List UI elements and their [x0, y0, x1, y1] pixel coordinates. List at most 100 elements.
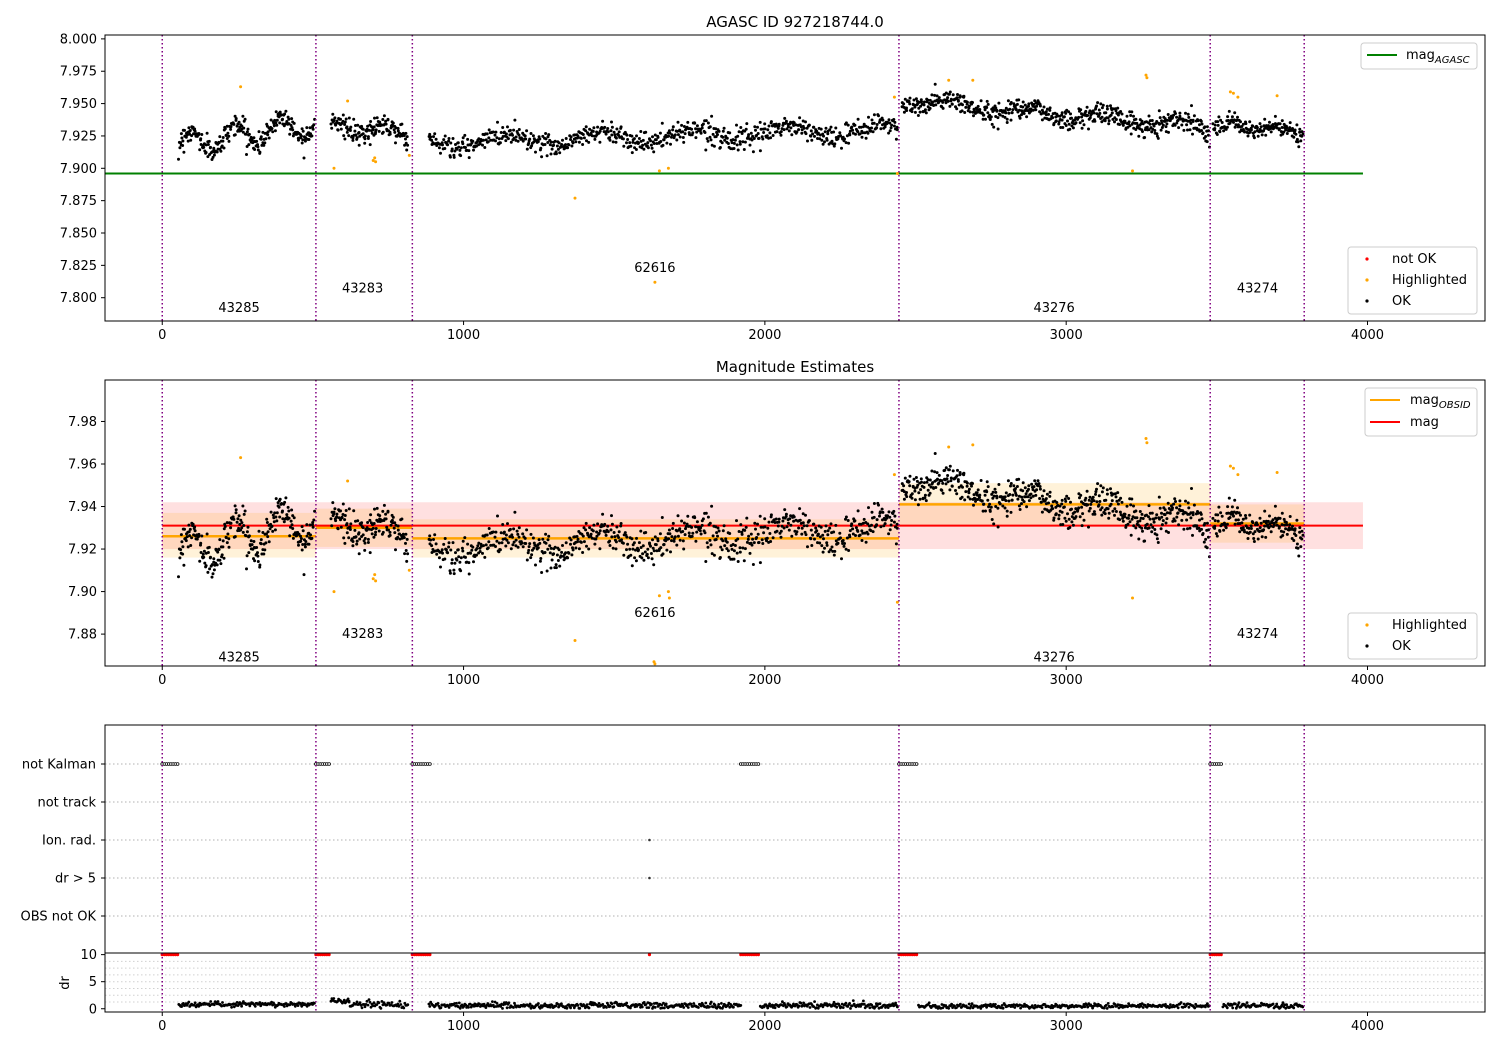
p2-xtick-label: 1000	[447, 673, 480, 688]
ok-point	[676, 133, 680, 137]
ok-point	[303, 542, 307, 546]
ok-point	[870, 118, 874, 122]
ok-point	[766, 128, 770, 132]
dr-point	[232, 1005, 236, 1009]
ok-point	[945, 477, 949, 481]
ok-point	[861, 125, 865, 129]
ok-point	[1161, 123, 1165, 127]
highlighted-point	[667, 596, 671, 600]
ok-point	[595, 530, 599, 534]
ok-point	[991, 106, 995, 110]
ok-point	[577, 140, 581, 144]
ok-point	[361, 132, 365, 136]
ok-point	[670, 535, 674, 539]
ok-point	[330, 126, 334, 130]
ok-point	[1009, 101, 1013, 104]
dr-point	[1245, 1001, 1249, 1004]
ok-point	[1264, 133, 1268, 137]
ok-point	[463, 133, 467, 137]
dr-point	[1259, 1004, 1262, 1008]
ok-point	[238, 522, 242, 526]
ok-point	[499, 131, 503, 134]
ok-point	[1114, 495, 1118, 499]
ok-point	[1284, 527, 1288, 531]
ok-point	[755, 536, 759, 539]
ok-point	[1105, 488, 1109, 492]
ok-point	[300, 141, 304, 145]
ok-point	[1278, 516, 1282, 520]
ok-point	[243, 117, 247, 121]
ok-point	[907, 99, 911, 103]
ok-point	[534, 150, 537, 154]
ok-point	[430, 138, 434, 142]
dr-point	[927, 1001, 931, 1005]
ok-point	[988, 509, 992, 513]
ok-point	[848, 133, 852, 137]
ok-point	[765, 536, 769, 540]
ok-point	[339, 525, 343, 529]
ok-point	[233, 114, 237, 118]
ok-point	[355, 542, 359, 546]
ok-point	[1052, 518, 1056, 522]
ok-point	[516, 139, 520, 143]
ok-point	[360, 521, 364, 525]
ok-point	[990, 518, 994, 521]
ok-point	[807, 123, 811, 127]
ok-point	[818, 133, 822, 137]
ok-point	[1281, 534, 1285, 537]
ok-point	[404, 549, 408, 552]
dr-point	[692, 1002, 696, 1005]
dr-point	[513, 1001, 516, 1005]
highlighted-point	[892, 95, 896, 99]
dr-point	[501, 1007, 504, 1010]
dr-point	[180, 1005, 184, 1008]
ok-point	[1085, 105, 1089, 109]
ok-point	[933, 82, 937, 86]
ok-point	[639, 130, 643, 133]
ok-point	[1198, 123, 1201, 127]
dr-point	[994, 1003, 997, 1006]
ok-point	[1116, 106, 1120, 110]
ok-point	[184, 135, 188, 139]
ok-point	[1029, 496, 1033, 500]
ok-point	[434, 542, 438, 546]
ok-point	[1157, 109, 1161, 113]
ok-point	[815, 529, 819, 533]
ok-point	[903, 476, 907, 480]
ok-point	[1114, 109, 1118, 113]
dr-point	[1019, 1006, 1022, 1010]
dr-point	[300, 1004, 304, 1008]
ok-point	[1080, 505, 1084, 509]
dr-point	[713, 1003, 717, 1007]
ok-point	[545, 569, 549, 573]
highlighted-point	[407, 153, 411, 157]
ok-point	[1007, 499, 1011, 503]
ok-point	[1084, 109, 1088, 113]
ok-point	[1279, 130, 1283, 134]
p1-xtick-label: 1000	[447, 328, 480, 343]
ok-point	[312, 123, 316, 127]
ok-point	[1114, 510, 1118, 513]
dr-point	[762, 1005, 766, 1009]
dr-point	[878, 1002, 882, 1006]
ok-point	[311, 525, 315, 529]
dr-point	[1193, 1006, 1197, 1010]
ok-point	[1249, 128, 1253, 132]
ok-point	[266, 535, 270, 539]
dr-point	[647, 1006, 651, 1009]
ok-point	[207, 139, 211, 143]
ok-point	[910, 496, 914, 500]
ok-point	[742, 559, 746, 563]
ok-point	[290, 126, 294, 130]
ok-point	[400, 517, 404, 521]
ok-point	[357, 131, 361, 134]
dr-point	[548, 1005, 552, 1009]
ok-point	[908, 474, 912, 478]
ok-point	[1184, 499, 1187, 503]
ok-point	[470, 548, 474, 552]
ok-point	[1205, 546, 1209, 550]
ok-point	[1109, 113, 1113, 117]
ok-point	[1258, 516, 1262, 520]
ok-point	[287, 516, 291, 520]
